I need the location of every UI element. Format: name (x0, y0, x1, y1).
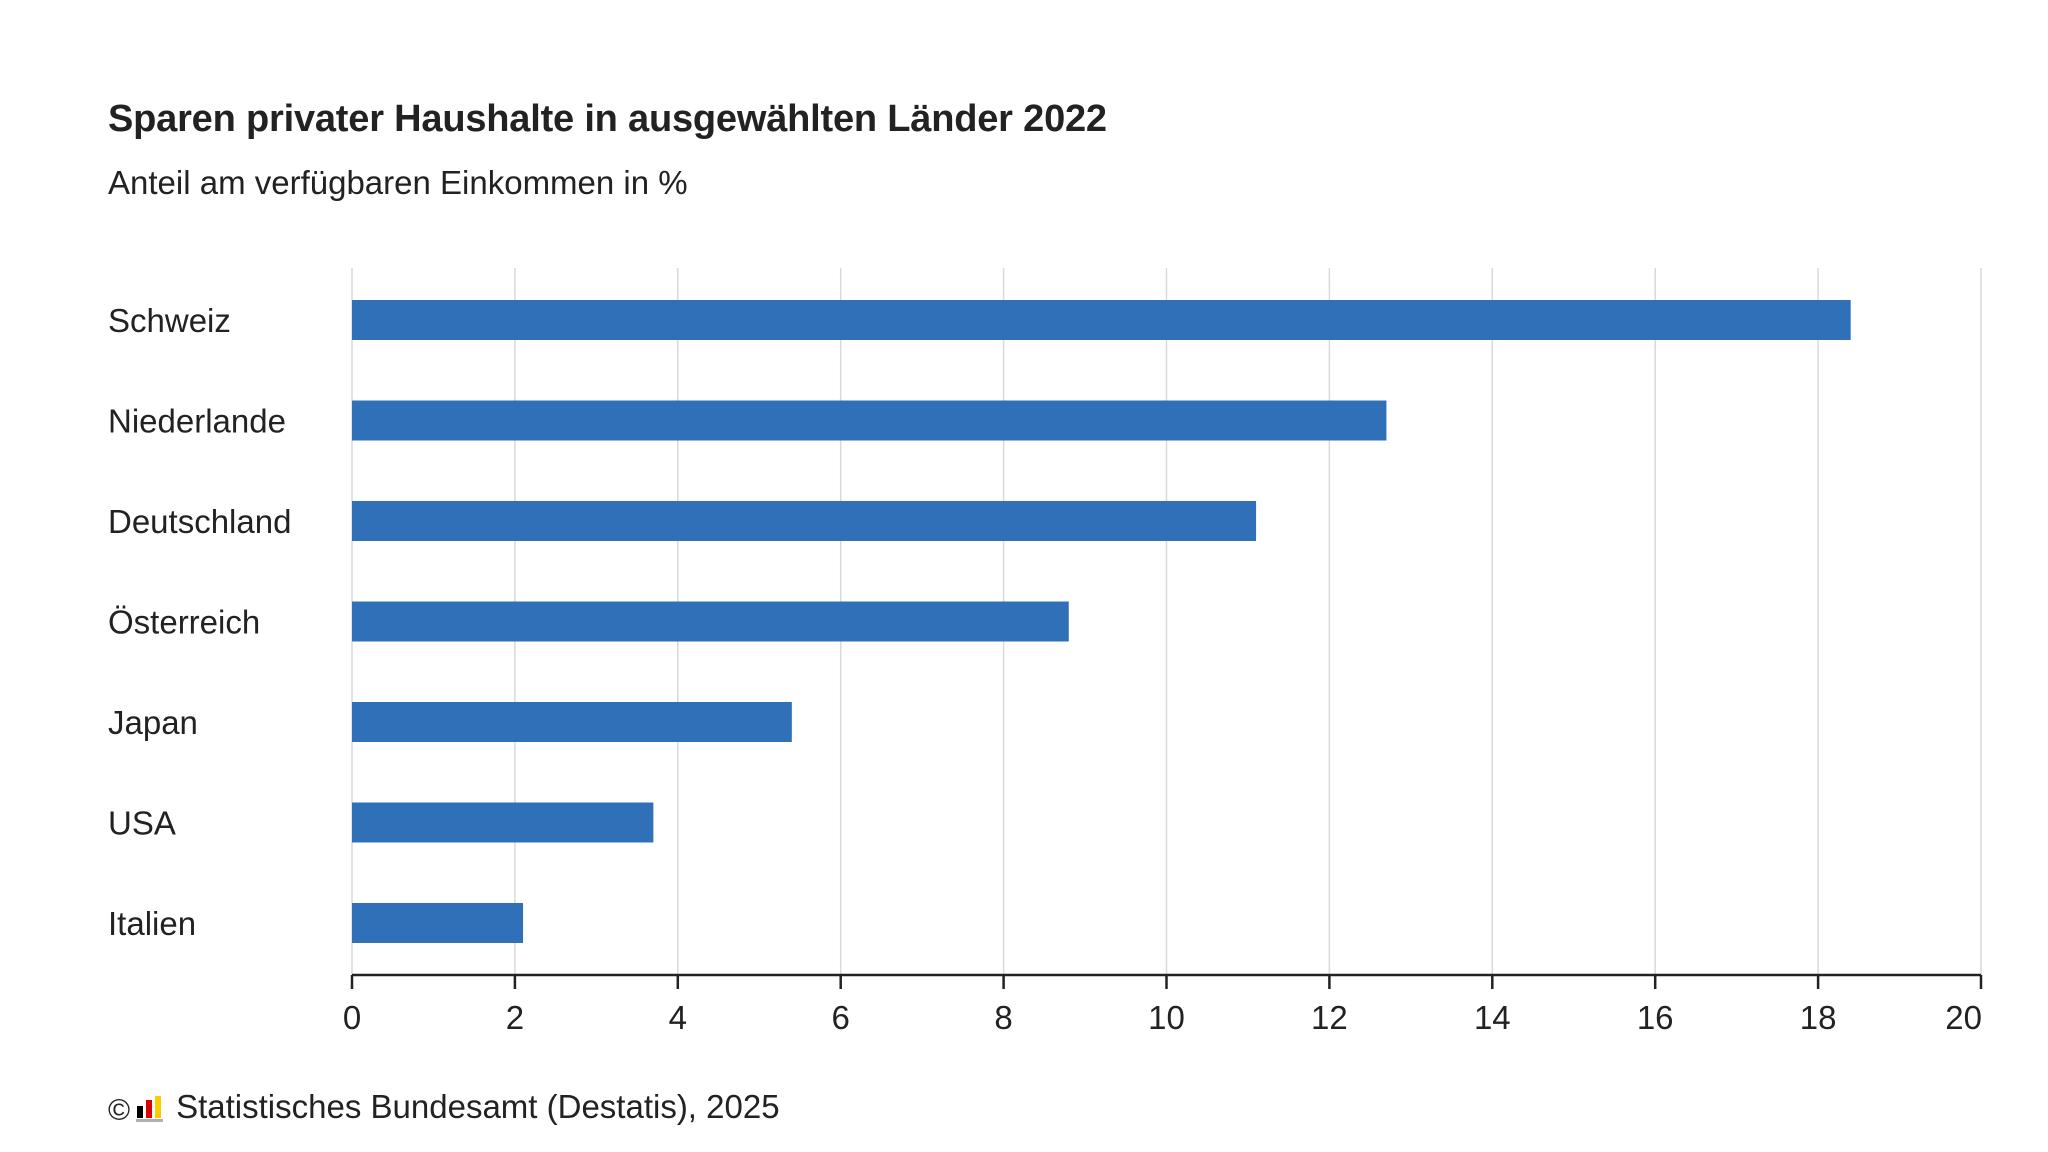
category-label: Niederlande (108, 403, 286, 440)
source-text: Statistisches Bundesamt (Destatis), 2025 (176, 1088, 780, 1125)
x-tick-label: 18 (1800, 999, 1837, 1036)
category-label: Schweiz (108, 302, 231, 339)
x-tick-label: 6 (832, 999, 850, 1036)
grid-lines (351, 268, 1982, 975)
chart-title: Sparen privater Haushalte in ausgewählte… (108, 98, 1107, 140)
x-axis: 0 2 4 6 8 10 12 14 16 18 20 (343, 973, 1983, 1036)
destatis-bar-logo-icon (136, 1096, 164, 1122)
bar (352, 300, 1851, 340)
category-label: Deutschland (108, 503, 291, 540)
bar (352, 903, 524, 943)
bar (352, 400, 1387, 441)
x-tick-label: 8 (994, 999, 1012, 1036)
category-labels: Schweiz Niederlande Deutschland Österreich J… (108, 302, 291, 942)
bars (352, 300, 1851, 943)
x-tick-label: 20 (1945, 999, 1982, 1036)
category-label: Japan (108, 704, 198, 741)
copyright-icon: © (108, 1094, 131, 1127)
category-label: Österreich (108, 604, 260, 641)
x-tick-label: 12 (1311, 999, 1348, 1036)
chart-subtitle: Anteil am verfügbaren Einkommen in % (108, 164, 688, 201)
x-tick-label: 14 (1474, 999, 1511, 1036)
bar (352, 501, 1257, 541)
x-tick-label: 2 (506, 999, 524, 1036)
x-tick-label: 0 (343, 999, 361, 1036)
x-tick-label: 4 (669, 999, 687, 1036)
category-label: Italien (108, 905, 196, 942)
x-tick-label: 16 (1637, 999, 1674, 1036)
bar (352, 601, 1069, 642)
bar (352, 702, 792, 742)
category-label: USA (108, 805, 176, 842)
x-tick-label: 10 (1148, 999, 1185, 1036)
bar (352, 802, 654, 843)
source-footer: © Statistisches Bundesamt (Destatis), 20… (108, 1088, 780, 1127)
